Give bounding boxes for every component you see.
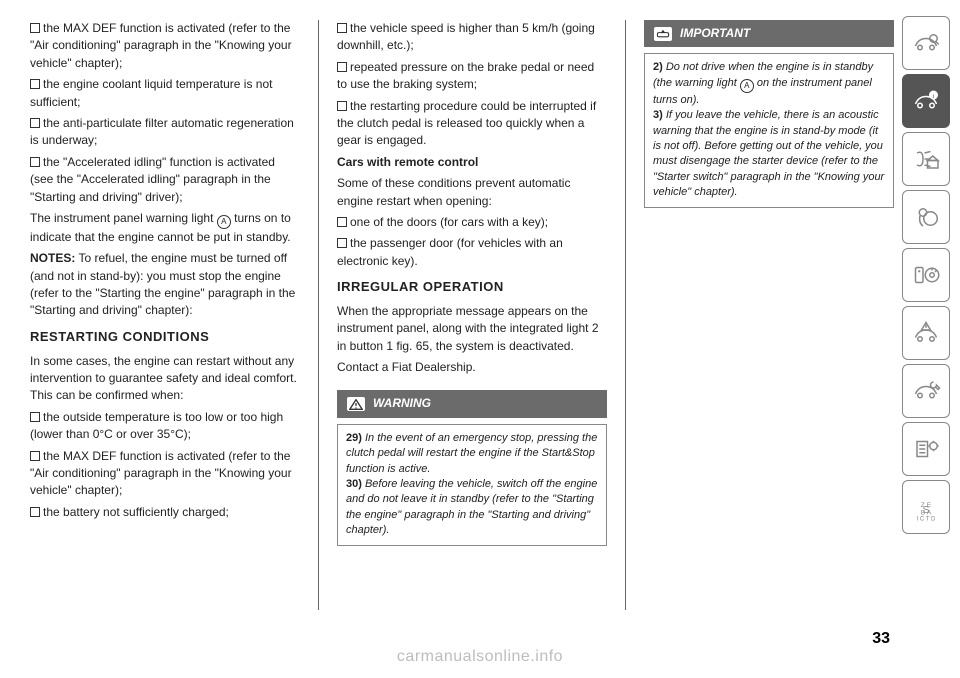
svg-text:S: S: [922, 504, 929, 516]
tab-info-icon[interactable]: i: [902, 74, 950, 128]
tab-index-icon[interactable]: Z EB AI C T DS: [902, 480, 950, 534]
text: If you leave the vehicle, there is an ac…: [653, 109, 884, 198]
warning-num: 29): [346, 432, 362, 444]
warning-header: WARNING: [337, 390, 607, 417]
important-num: 2): [653, 61, 663, 73]
tab-key-icon[interactable]: [902, 248, 950, 302]
warning-num: 30): [346, 478, 362, 490]
sidebar-tabs: i Z EB AI C T DS: [902, 16, 950, 534]
bullet-icon: [337, 62, 347, 72]
bullet-icon: [30, 451, 40, 461]
column-1: the MAX DEF function is activated (refer…: [30, 20, 300, 640]
tab-airbag-icon[interactable]: [902, 190, 950, 244]
text: the MAX DEF function is activated (refer…: [30, 449, 292, 498]
important-callout: IMPORTANT 2) Do not drive when the engin…: [644, 20, 894, 208]
tab-specs-icon[interactable]: [902, 422, 950, 476]
text: Contact a Fiat Dealership.: [337, 359, 607, 376]
bullet-icon: [337, 238, 347, 248]
text: When the appropriate message appears on …: [337, 303, 607, 355]
warning-callout: WARNING 29) In the event of an emergency…: [337, 390, 607, 545]
text: Before leaving the vehicle, switch off t…: [346, 478, 597, 536]
text: Some of these conditions prevent automat…: [337, 175, 607, 210]
subheading-remote: Cars with remote control: [337, 154, 607, 171]
text: the outside temperature is too low or to…: [30, 410, 283, 441]
bullet-icon: [337, 217, 347, 227]
text: The instrument panel warning light: [30, 211, 217, 225]
important-body: 2) Do not drive when the engine is in st…: [644, 53, 894, 207]
text: the MAX DEF function is activated (refer…: [30, 21, 292, 70]
bullet-icon: [337, 101, 347, 111]
text: In the event of an emergency stop, press…: [346, 432, 597, 475]
text: repeated pressure on the brake pedal or …: [337, 60, 594, 91]
page-number: 33: [872, 630, 890, 648]
warning-body: 29) In the event of an emergency stop, p…: [337, 424, 607, 546]
watermark: carmanualsonline.info: [0, 648, 960, 666]
heading-restarting: RESTARTING CONDITIONS: [30, 328, 300, 347]
text: the vehicle speed is higher than 5 km/h …: [337, 21, 595, 52]
text: the "Accelerated idling" function is act…: [30, 155, 275, 204]
bullet-icon: [30, 507, 40, 517]
car-warning-icon: [654, 27, 672, 41]
bullet-icon: [30, 412, 40, 422]
bullet-icon: [337, 23, 347, 33]
engine-standby-icon: A: [740, 79, 754, 93]
column-divider: [625, 20, 626, 610]
svg-text:i: i: [933, 93, 935, 100]
important-header: IMPORTANT: [644, 20, 894, 47]
important-num: 3): [653, 109, 663, 121]
important-label: IMPORTANT: [680, 25, 750, 42]
bullet-icon: [30, 23, 40, 33]
tab-hazard-icon[interactable]: [902, 306, 950, 360]
tab-lights-icon[interactable]: [902, 132, 950, 186]
column-3: IMPORTANT 2) Do not drive when the engin…: [644, 20, 894, 640]
warning-triangle-icon: [347, 397, 365, 411]
tab-service-icon[interactable]: [902, 364, 950, 418]
text: the restarting procedure could be interr…: [337, 99, 596, 148]
text: the passenger door (for vehicles with an…: [337, 236, 563, 267]
bullet-icon: [30, 79, 40, 89]
svg-text:I C T D: I C T D: [917, 517, 936, 523]
column-2: the vehicle speed is higher than 5 km/h …: [337, 20, 607, 640]
text: the battery not sufficiently charged;: [43, 505, 229, 519]
tab-inspect-icon[interactable]: [902, 16, 950, 70]
bullet-icon: [30, 157, 40, 167]
text: the engine coolant liquid temperature is…: [30, 77, 272, 108]
heading-irregular: IRREGULAR OPERATION: [337, 278, 607, 297]
column-divider: [318, 20, 319, 610]
text: one of the doors (for cars with a key);: [350, 215, 548, 229]
engine-standby-icon: A: [217, 215, 231, 229]
warning-label: WARNING: [373, 395, 431, 412]
text: In some cases, the engine can restart wi…: [30, 353, 300, 405]
text: the anti-particulate filter automatic re…: [30, 116, 294, 147]
bullet-icon: [30, 118, 40, 128]
notes-label: NOTES:: [30, 251, 75, 265]
